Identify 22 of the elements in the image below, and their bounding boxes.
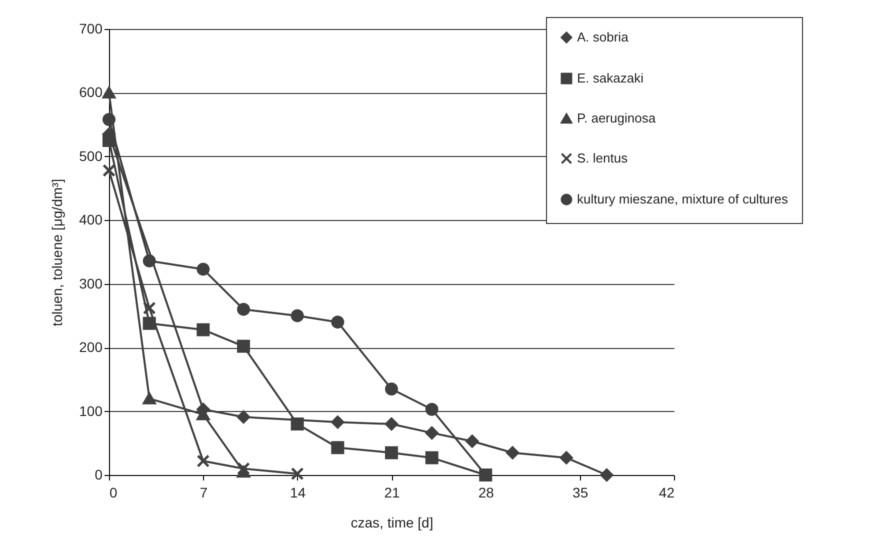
y-tick-label: 0: [94, 466, 103, 482]
x-tick-label: 42: [658, 484, 675, 500]
y-tick-label: 700: [79, 20, 103, 36]
y-tick-label: 600: [79, 84, 103, 100]
y-axis-title: toluen, toluene [μg/dm³]: [49, 178, 66, 326]
y-tick-label: 500: [79, 148, 103, 164]
x-tick-label: 28: [478, 484, 494, 500]
legend-label: A. sobria: [577, 30, 630, 44]
y-tick-label: 400: [79, 212, 103, 228]
legend-label: P. aeruginosa: [577, 110, 656, 126]
x-tick-label: 7: [200, 484, 208, 500]
legend-label: S. lentus: [577, 150, 628, 166]
y-tick-label: 200: [79, 339, 103, 356]
legend-label: kultury mieszane, mixture of cultures: [577, 192, 788, 206]
x-tick-label: 35: [572, 484, 588, 500]
x-tick-label: 21: [384, 484, 400, 500]
legend-label: E. sakazaki: [577, 70, 644, 86]
y-tick-label: 100: [79, 402, 103, 419]
y-tick-label: 300: [79, 275, 103, 292]
x-tick-label: 0: [110, 484, 118, 500]
x-axis-title: czas, time [d]: [350, 514, 434, 530]
x-tick-label: 14: [290, 484, 306, 500]
